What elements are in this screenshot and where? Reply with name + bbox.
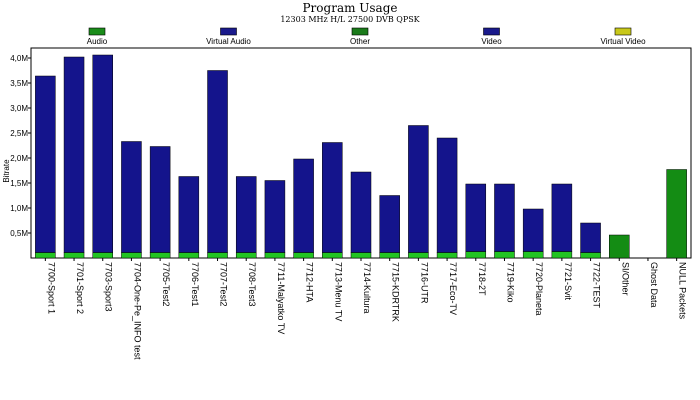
bar-audio: [35, 252, 56, 259]
category-label: 7703-Sport3: [104, 262, 114, 312]
category-label: SI/Other: [620, 262, 630, 296]
bar-audio: [551, 251, 573, 259]
bar-audio: [522, 251, 544, 259]
bar-video: [207, 70, 228, 253]
legend-swatch: [483, 27, 500, 36]
y-tick-label: 2,0M: [10, 154, 28, 163]
bar-audio: [121, 252, 142, 259]
bar-video: [379, 195, 400, 253]
bar-video: [408, 125, 429, 253]
bar-video: [322, 142, 343, 253]
legend-label: Audio: [87, 37, 108, 46]
category-label: 7718-2T: [477, 262, 487, 296]
category-label: 7711-Malyatko TV: [276, 262, 286, 334]
bar-video: [465, 183, 487, 252]
y-tick-label: 4,0M: [10, 54, 28, 63]
legend-swatch: [220, 27, 237, 36]
category-label: 7705-Test2: [161, 262, 171, 307]
y-axis-title: Bitrate: [2, 159, 11, 183]
category-label: 7712-HTA: [305, 262, 315, 302]
category-label: 7707-Test2: [219, 262, 229, 307]
category-label: 7717-Eco-TV: [448, 262, 458, 315]
y-tick-label: 3,0M: [10, 104, 28, 113]
category-label: 7706-Test1: [190, 262, 200, 307]
category-label: 7715-KDRTRK: [391, 262, 401, 322]
bar-audio: [264, 252, 286, 259]
bar-video: [350, 171, 372, 253]
category-label: 7714-Kultura: [362, 262, 372, 314]
legend-label: Video: [481, 37, 502, 46]
bar-audio: [436, 252, 458, 259]
bar-other: [609, 234, 630, 259]
bar-video: [494, 183, 515, 252]
bar-audio: [379, 252, 400, 259]
y-tick-label: 0,5M: [10, 229, 28, 238]
legend-swatch: [614, 27, 632, 36]
bar-audio: [92, 252, 113, 259]
bar-video: [121, 141, 142, 253]
bar-video: [235, 176, 257, 253]
bar-audio: [465, 251, 487, 259]
bar-video: [35, 75, 56, 253]
category-label: 7701-Sport 2: [75, 262, 85, 314]
bar-video: [580, 222, 601, 253]
bar-video: [264, 180, 286, 253]
category-label: NULL Packets: [678, 262, 688, 320]
legend-label: Virtual Video: [600, 37, 646, 46]
category-label: 7704-One-Pe_INFO test: [132, 262, 142, 360]
bar-video: [436, 137, 458, 253]
bar-video: [63, 56, 85, 253]
bar-video: [522, 208, 544, 252]
category-label: 7716-UTR: [419, 262, 429, 304]
y-tick-label: 2,5M: [10, 129, 28, 138]
category-label: 7719-Kiko: [505, 262, 515, 303]
bar-audio: [207, 252, 228, 259]
legend-label: Other: [350, 37, 370, 46]
bar-audio: [322, 252, 343, 259]
bar-video: [178, 176, 200, 253]
plot-area: 0,5M 1,0M 1,5M 2,0M 2,5M 3,0M 3,5M 4,0M 7700-Spo…: [10, 47, 692, 360]
bar-audio: [408, 252, 429, 259]
bar-other: [666, 169, 687, 259]
legend-label: Virtual Audio: [206, 37, 251, 46]
bar-video: [293, 158, 314, 253]
legend-swatch: [88, 27, 106, 36]
bar-audio: [178, 252, 200, 259]
legend-swatch: [351, 27, 369, 36]
bar-audio: [494, 251, 515, 259]
chart-title: Program Usage: [302, 1, 397, 15]
bar-audio: [580, 252, 601, 259]
category-label: 7700-Sport 1: [46, 262, 56, 314]
category-label: 7720-Planeta: [534, 262, 544, 316]
bar-audio: [293, 252, 314, 259]
bar-video: [92, 54, 113, 253]
bar-audio: [63, 252, 85, 259]
bar-audio: [235, 252, 257, 259]
legend: Audio Virtual Audio Other Video Virtual Vide…: [87, 27, 646, 46]
category-label: Ghost Data: [649, 262, 659, 308]
category-label: 7713-Menu TV: [333, 262, 343, 321]
y-tick-label: 1,0M: [10, 204, 28, 213]
bar-video: [551, 183, 573, 252]
category-label: 7721-Svit: [563, 262, 573, 301]
bar-audio: [149, 252, 171, 259]
category-label: 7722-TEST: [592, 262, 602, 309]
y-tick-label: 3,5M: [10, 79, 28, 88]
bar-video: [149, 146, 171, 253]
category-label: 7708-Test3: [247, 262, 257, 307]
chart-subtitle: 12303 MHz H/L 27500 DVB QPSK: [280, 15, 420, 24]
bar-audio: [350, 252, 372, 259]
y-tick-label: 1,5M: [10, 179, 28, 188]
